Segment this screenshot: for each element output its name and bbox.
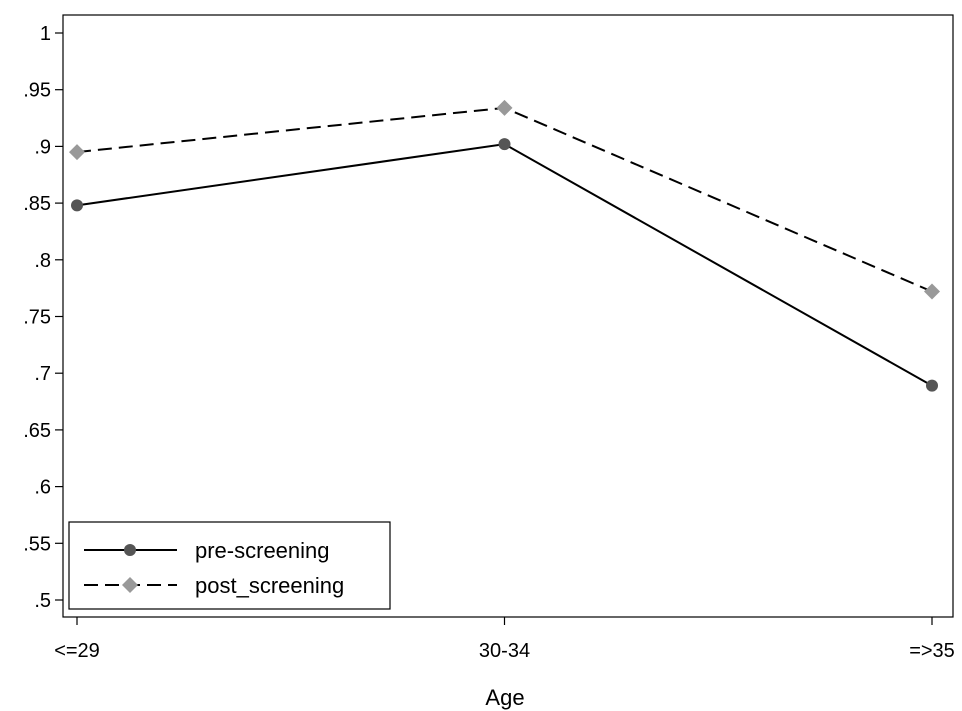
legend-marker	[122, 577, 138, 593]
legend: pre-screening post_screening	[68, 521, 391, 610]
y-tick-label: .8	[34, 250, 51, 272]
y-tick-label: .55	[23, 533, 51, 555]
data-point	[926, 379, 938, 392]
legend-label: post_screening	[195, 573, 344, 598]
x-tick-label: <=29	[54, 640, 100, 662]
legend-label: pre-screening	[195, 538, 330, 563]
y-tick-label: .5	[34, 590, 51, 612]
plot-area-frame	[62, 14, 954, 618]
x-tick-label: =>35	[909, 640, 955, 662]
data-point	[496, 99, 513, 116]
y-tick-label: .65	[23, 420, 51, 442]
series-layer	[69, 99, 940, 392]
y-tick-label: .75	[23, 307, 51, 329]
legend-box	[68, 521, 391, 610]
data-point	[71, 199, 83, 212]
y-tick-label: .6	[34, 477, 51, 499]
x-tick-label: 30-34	[479, 640, 530, 662]
data-point	[924, 283, 940, 300]
y-tick-label: .9	[34, 136, 51, 158]
series-pre-screening	[71, 138, 938, 392]
y-tick-label: .85	[23, 193, 51, 215]
y-tick-label: .95	[23, 80, 51, 102]
y-tick-label: .7	[34, 363, 51, 385]
legend-marker	[124, 544, 136, 556]
x-axis: <=29 30-34 =>35	[54, 617, 955, 662]
series-post_screening	[69, 99, 940, 300]
data-point	[498, 138, 511, 151]
y-axis: .5 .55 .6 .65 .7 .75 .8 .85 .9 .95 1	[23, 23, 63, 612]
y-tick-label: 1	[40, 23, 51, 45]
data-point	[69, 144, 85, 161]
x-axis-title: Age	[485, 685, 524, 710]
